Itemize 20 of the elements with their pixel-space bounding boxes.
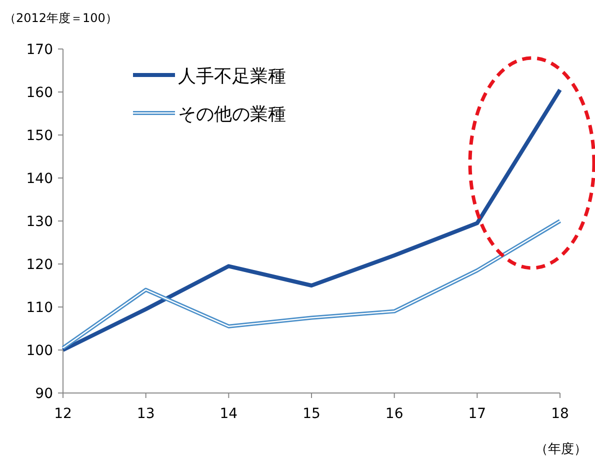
y-axis-title: （2012年度＝100） xyxy=(4,11,118,25)
y-tick-label: 160 xyxy=(26,85,53,101)
x-tick-label: 16 xyxy=(385,406,404,422)
y-tick-label: 130 xyxy=(26,214,53,230)
x-tick-label: 15 xyxy=(302,406,320,422)
x-axis-title: （年度） xyxy=(535,441,587,457)
x-tick-label: 18 xyxy=(551,406,569,422)
x-tick-label: 12 xyxy=(54,406,72,422)
y-tick-label: 110 xyxy=(26,300,53,316)
legend-label: その他の業種 xyxy=(178,104,286,125)
y-tick-label: 90 xyxy=(35,386,53,402)
y-tick-label: 100 xyxy=(26,343,53,359)
x-tick-label: 13 xyxy=(136,406,155,422)
y-tick-label: 120 xyxy=(26,257,53,273)
legend-label: 人手不足業種 xyxy=(178,66,286,87)
x-tick-label: 14 xyxy=(220,406,238,422)
y-tick-label: 150 xyxy=(26,128,53,144)
y-tick-label: 140 xyxy=(26,171,53,187)
y-tick-label: 170 xyxy=(26,42,53,58)
x-tick-label: 17 xyxy=(468,406,486,422)
